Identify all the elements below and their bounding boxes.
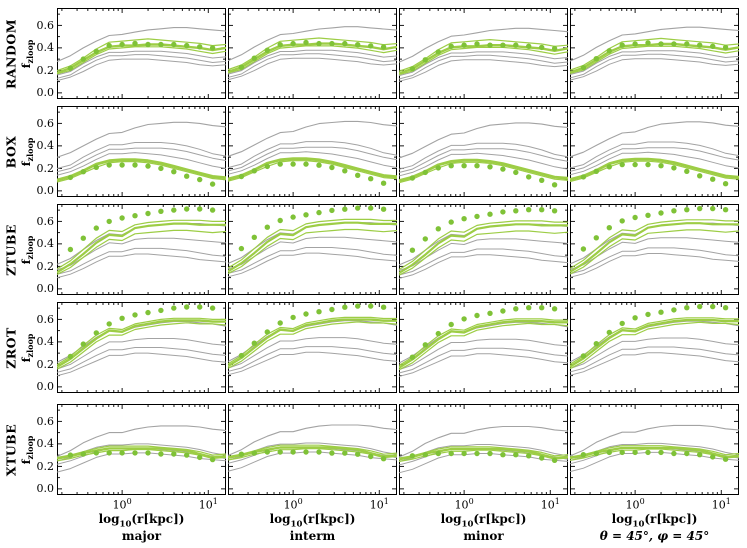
y-tick-label: 0.2	[36, 259, 55, 273]
x-axis-label: log10(r[kpc])	[98, 512, 185, 530]
y-tick-label: 0.4	[36, 335, 55, 349]
panel-box-interm	[228, 106, 397, 197]
panel-random-minor	[399, 8, 568, 99]
y-tick-label: 0.0	[36, 482, 55, 496]
panel-xtube-minor	[399, 404, 568, 495]
panel-xtube-major	[57, 404, 226, 495]
y-tick-label: 0.2	[36, 161, 55, 175]
column-sublabel-major: major	[121, 529, 162, 543]
panel-box-theta45-phi45	[570, 106, 739, 197]
y-tick-label: 0.6	[36, 18, 55, 32]
panel-ztube-theta45-phi45	[570, 204, 739, 295]
y-tick-label: 0.4	[36, 139, 55, 153]
x-axis-label: log10(r[kpc])	[611, 512, 698, 530]
panel-ztube-major	[57, 204, 226, 295]
row-label-zrot: ZROT	[3, 326, 19, 369]
row-label-box: BOX	[3, 135, 19, 168]
panel-zrot-interm	[228, 302, 397, 393]
panel-zrot-minor	[399, 302, 568, 393]
panel-random-major	[57, 8, 226, 99]
panel-zrot-theta45-phi45	[570, 302, 739, 393]
y-tick-label: 0.4	[36, 41, 55, 55]
y-tick-label: 0.4	[36, 237, 55, 251]
column-sublabel-theta45-phi45: θ = 45°, φ = 45°	[599, 529, 710, 543]
y-tick-label: 0.6	[36, 214, 55, 228]
y-tick-label: 0.2	[36, 63, 55, 77]
y-tick-label: 0.0	[36, 184, 55, 198]
y-tick-label: 0.2	[36, 459, 55, 473]
y-tick-label: 0.6	[36, 312, 55, 326]
x-axis-label: log10(r[kpc])	[440, 512, 527, 530]
y-tick-label: 0.2	[36, 357, 55, 371]
x-tick-label: 101	[198, 497, 218, 512]
panel-ztube-minor	[399, 204, 568, 295]
column-sublabel-minor: minor	[463, 529, 504, 543]
x-tick-label: 100	[454, 497, 474, 512]
x-axis-label: log10(r[kpc])	[269, 512, 356, 530]
y-tick-label: 0.6	[36, 116, 55, 130]
panel-xtube-interm	[228, 404, 397, 495]
x-tick-label: 101	[369, 497, 389, 512]
panel-xtube-theta45-phi45	[570, 404, 739, 495]
y-tick-label: 0.0	[36, 86, 55, 100]
x-tick-label: 100	[625, 497, 645, 512]
x-tick-label: 101	[540, 497, 560, 512]
panel-box-major	[57, 106, 226, 197]
x-tick-label: 100	[283, 497, 303, 512]
x-tick-label: 101	[711, 497, 731, 512]
panel-random-theta45-phi45	[570, 8, 739, 99]
panel-box-minor	[399, 106, 568, 197]
panel-zrot-major	[57, 302, 226, 393]
row-label-random: RANDOM	[3, 18, 19, 89]
y-tick-label: 0.0	[36, 380, 55, 394]
y-tick-label: 0.0	[36, 282, 55, 296]
x-tick-label: 100	[112, 497, 132, 512]
column-sublabel-interm: interm	[289, 529, 336, 543]
panel-ztube-interm	[228, 204, 397, 295]
y-tick-label: 0.6	[36, 414, 55, 428]
row-label-ztube: ZTUBE	[3, 223, 19, 276]
row-label-xtube: XTUBE	[3, 423, 19, 476]
panel-random-interm	[228, 8, 397, 99]
y-tick-label: 0.4	[36, 437, 55, 451]
